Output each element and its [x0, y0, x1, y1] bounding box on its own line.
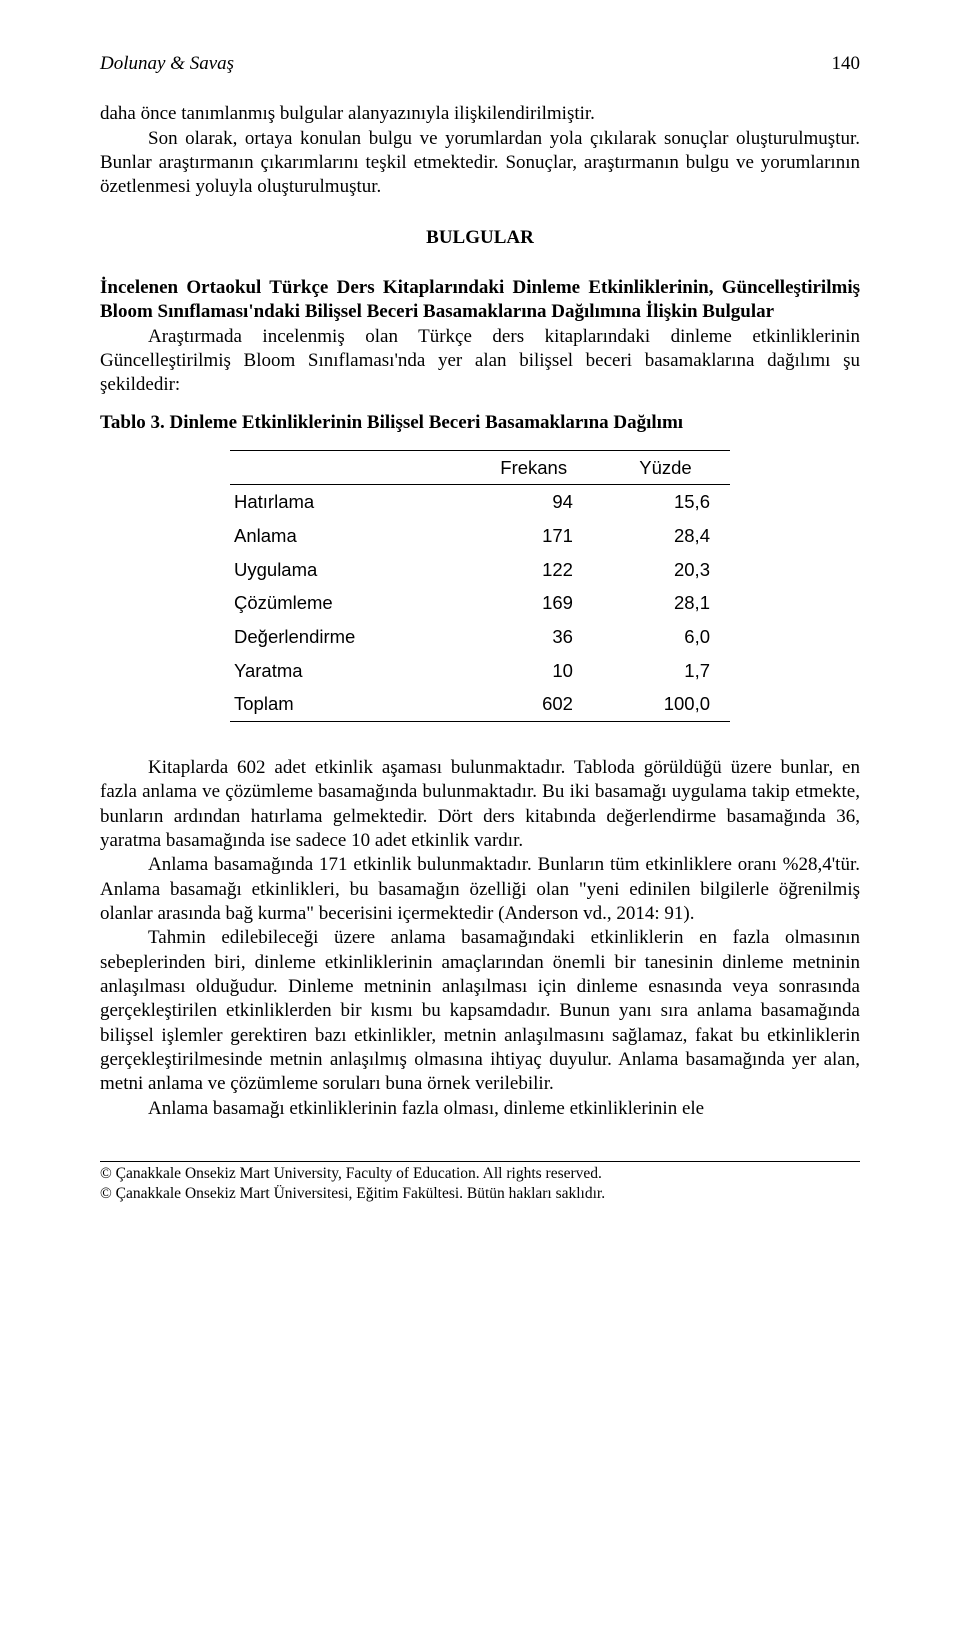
- footer-line: © Çanakkale Onsekiz Mart Üniversitesi, E…: [100, 1184, 860, 1204]
- table-cell: Yaratma: [230, 654, 466, 688]
- table-row: Değerlendirme366,0: [230, 620, 730, 654]
- table-cell: 100,0: [609, 687, 730, 721]
- table-cell: 10: [466, 654, 609, 688]
- table-header-cell: [230, 450, 466, 485]
- table-row: Anlama17128,4: [230, 519, 730, 553]
- body-paragraph: Kitaplarda 602 adet etkinlik aşaması bul…: [100, 756, 860, 853]
- page-number: 140: [832, 52, 861, 76]
- body-paragraph: daha önce tanımlanmış bulgular alanyazın…: [100, 102, 860, 126]
- table-cell: 28,4: [609, 519, 730, 553]
- subsection-heading: İncelenen Ortaokul Türkçe Ders Kitapları…: [100, 276, 860, 325]
- table-cell: 6,0: [609, 620, 730, 654]
- table-cell: 602: [466, 687, 609, 721]
- table-cell: 171: [466, 519, 609, 553]
- body-paragraph: Araştırmada incelenmiş olan Türkçe ders …: [100, 325, 860, 398]
- table-cell: 36: [466, 620, 609, 654]
- table-row: Yaratma101,7: [230, 654, 730, 688]
- page-footer: © Çanakkale Onsekiz Mart University, Fac…: [100, 1161, 860, 1204]
- table-header-cell: Frekans: [466, 450, 609, 485]
- table-cell: 122: [466, 553, 609, 587]
- table-row: Hatırlama9415,6: [230, 485, 730, 519]
- table-header-row: Frekans Yüzde: [230, 450, 730, 485]
- table-container: Frekans Yüzde Hatırlama9415,6Anlama17128…: [100, 450, 860, 722]
- body-paragraph: Son olarak, ortaya konulan bulgu ve yoru…: [100, 127, 860, 200]
- footer-line: © Çanakkale Onsekiz Mart University, Fac…: [100, 1164, 860, 1184]
- table-row: Çözümleme16928,1: [230, 586, 730, 620]
- table-cell: Değerlendirme: [230, 620, 466, 654]
- table-cell: 169: [466, 586, 609, 620]
- table-cell: 94: [466, 485, 609, 519]
- running-head-title: Dolunay & Savaş: [100, 52, 234, 76]
- table-caption: Tablo 3. Dinleme Etkinliklerinin Bilişse…: [100, 411, 860, 435]
- running-header: Dolunay & Savaş 140: [100, 52, 860, 76]
- table-cell: Toplam: [230, 687, 466, 721]
- body-paragraph: Anlama basamağı etkinliklerinin fazla ol…: [100, 1097, 860, 1121]
- table-cell: 28,1: [609, 586, 730, 620]
- table-row: Toplam602100,0: [230, 687, 730, 721]
- data-table: Frekans Yüzde Hatırlama9415,6Anlama17128…: [230, 450, 730, 722]
- table-cell: 1,7: [609, 654, 730, 688]
- body-paragraph: Anlama basamağında 171 etkinlik bulunmak…: [100, 853, 860, 926]
- table-row: Uygulama12220,3: [230, 553, 730, 587]
- table-cell: Uygulama: [230, 553, 466, 587]
- body-paragraph: Tahmin edilebileceği üzere anlama basama…: [100, 926, 860, 1096]
- section-heading: BULGULAR: [100, 226, 860, 250]
- table-header-cell: Yüzde: [609, 450, 730, 485]
- table-cell: Çözümleme: [230, 586, 466, 620]
- table-cell: 20,3: [609, 553, 730, 587]
- table-cell: 15,6: [609, 485, 730, 519]
- table-cell: Hatırlama: [230, 485, 466, 519]
- table-cell: Anlama: [230, 519, 466, 553]
